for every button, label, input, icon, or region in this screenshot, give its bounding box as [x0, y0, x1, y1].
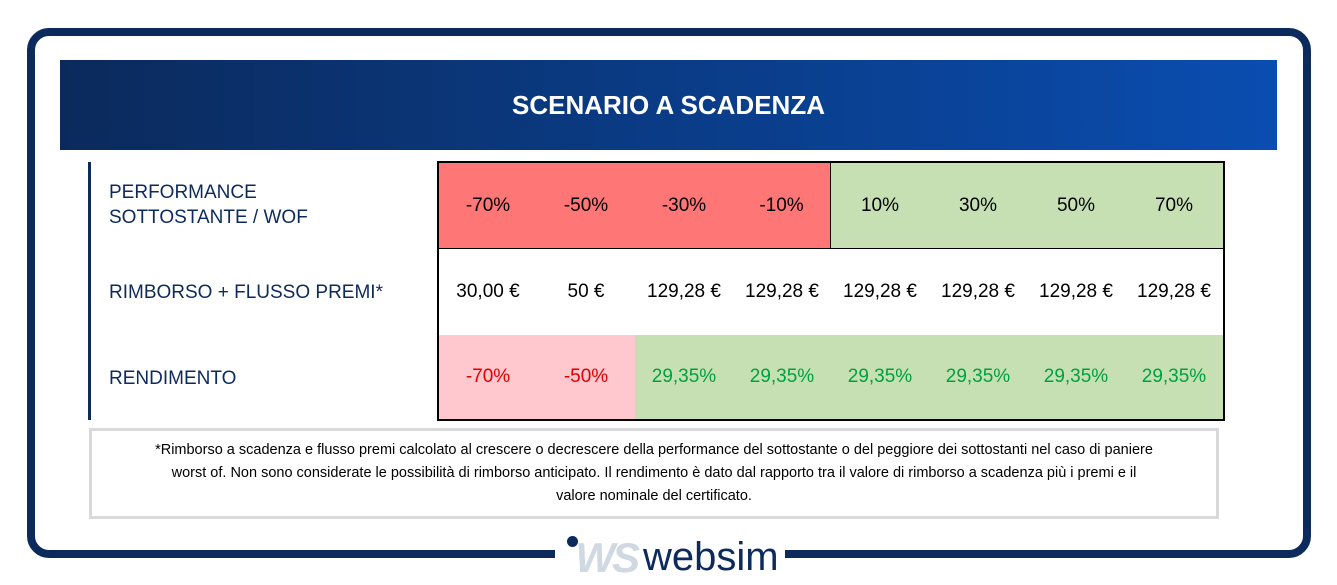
websim-logo: WS websim [555, 530, 785, 585]
rendimento-cell: 29,35% [1125, 335, 1223, 419]
performance-cell: -10% [733, 163, 831, 249]
rendimento-cell: 29,35% [831, 335, 929, 419]
rendimento-cell: -70% [439, 335, 537, 419]
performance-cell: 70% [1125, 163, 1223, 249]
performance-cell: 30% [929, 163, 1027, 249]
performance-label: PERFORMANCE SOTTOSTANTE / WOF [109, 182, 308, 228]
performance-cell: 10% [831, 163, 929, 249]
page-title: SCENARIO A SCADENZA [60, 60, 1277, 150]
logo-dot-icon [567, 536, 578, 547]
rimborso-cell: 129,28 € [647, 281, 721, 302]
rimborso-cell: 30,00 € [456, 281, 520, 302]
rimborso-cell: 129,28 € [1039, 281, 1113, 302]
performance-cell: 50% [1027, 163, 1125, 249]
rimborso-cell: 50 € [567, 281, 605, 302]
performance-cell: -70% [439, 163, 537, 249]
rendimento-label: RENDIMENTO [109, 368, 237, 389]
footnote: *Rimborso a scadenza e flusso premi calc… [89, 428, 1219, 519]
scenario-table: -70% -50% -30% -10% 10% 30% 50% 70% 30,0… [437, 161, 1225, 421]
rendimento-cell: 29,35% [733, 335, 831, 419]
rimborso-cell: 129,28 € [843, 281, 917, 302]
rimborso-cell: 129,28 € [941, 281, 1015, 302]
rendimento-cell: 29,35% [1027, 335, 1125, 419]
rimborso-cell: 129,28 € [1137, 281, 1211, 302]
rendimento-cell: -50% [537, 335, 635, 419]
performance-cell: -30% [635, 163, 733, 249]
performance-cell: -50% [537, 163, 635, 249]
rimborso-cell: 129,28 € [745, 281, 819, 302]
logo-mark: WS [575, 533, 640, 581]
rendimento-cell: 29,35% [929, 335, 1027, 419]
divider [88, 162, 91, 420]
rendimento-cell: 29,35% [635, 335, 733, 419]
logo-brand: websim [643, 535, 779, 579]
rimborso-label: RIMBORSO + FLUSSO PREMI* [109, 282, 383, 303]
